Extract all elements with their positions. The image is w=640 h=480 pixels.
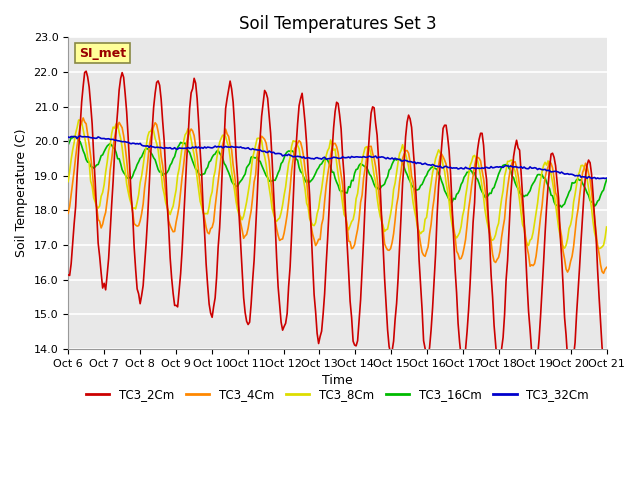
X-axis label: Time: Time [322,374,353,387]
Text: SI_met: SI_met [79,47,126,60]
Legend: TC3_2Cm, TC3_4Cm, TC3_8Cm, TC3_16Cm, TC3_32Cm: TC3_2Cm, TC3_4Cm, TC3_8Cm, TC3_16Cm, TC3… [81,383,594,406]
Y-axis label: Soil Temperature (C): Soil Temperature (C) [15,129,28,257]
Title: Soil Temperatures Set 3: Soil Temperatures Set 3 [239,15,436,33]
